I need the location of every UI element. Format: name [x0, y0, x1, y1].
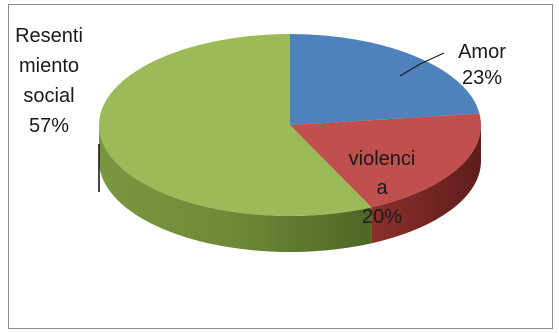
data-label-resentimiento-social-line-1: Resenti: [15, 25, 83, 47]
leader-line-amor: [399, 52, 445, 77]
data-label-resentimiento-social-line-2: miento: [19, 55, 79, 77]
data-label-resentimiento-social-line-3: social: [23, 85, 74, 107]
data-labels: Amor 23% violenci a 20% Resenti miento social 57…: [15, 25, 506, 228]
slice-amor: [290, 34, 480, 125]
data-label-violencia-line-1: violenci: [349, 148, 416, 170]
leader-lines: [98, 52, 445, 192]
pie-sides: [99, 125, 481, 252]
side-violencia: [371, 125, 481, 244]
slice-violencia: [290, 113, 481, 208]
data-label-resentimiento-social-line-4: 57%: [29, 115, 69, 137]
pie-slices: [99, 34, 481, 216]
side-resentimiento-social: [99, 125, 372, 252]
slice-resentimiento-social: [99, 34, 372, 216]
data-label-violencia-line-3: 20%: [362, 206, 402, 228]
data-label-amor-line-1: Amor: [458, 41, 506, 63]
data-label-violencia-line-2: a: [376, 177, 388, 199]
data-label-amor-line-2: 23%: [462, 67, 502, 89]
